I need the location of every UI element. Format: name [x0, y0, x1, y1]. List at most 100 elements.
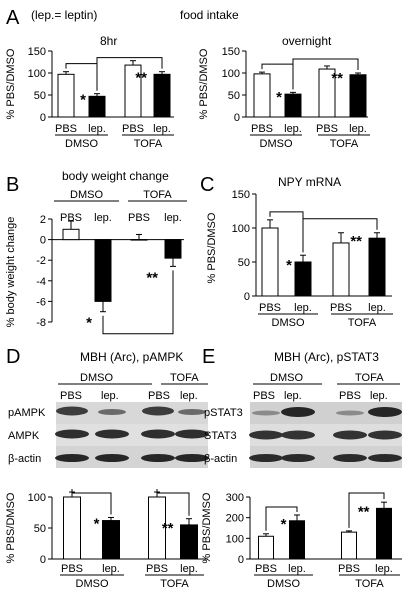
blot-d-strip-ampk	[56, 424, 208, 446]
chart-e-comparison-bracket	[265, 506, 298, 531]
chart-e-group-label: DMSO	[267, 578, 300, 590]
blot-band	[175, 429, 209, 439]
blot-band	[333, 454, 367, 462]
leptin-note: (lep.= leptin)	[31, 8, 97, 22]
blot-e-row-label-actin: β-actin	[204, 453, 237, 465]
chart-b-category-label: PBS	[128, 212, 150, 224]
chart-a2-category-label: lep.	[284, 123, 302, 135]
chart-d-bar	[180, 524, 198, 560]
chart-a2-group-label: DMSO	[260, 138, 293, 150]
blot-d-group-dmso: DMSO	[80, 372, 113, 384]
blot-e: DMSO TOFA PBS lep. PBS lep. pSTAT3 STAT3…	[204, 372, 402, 468]
chart-c-significance-star: **	[350, 233, 362, 250]
chart-b-category-label: lep.	[164, 212, 182, 224]
blot-d-lane-4: lep.	[180, 390, 198, 402]
chart-a2-tick-label: 100	[222, 68, 240, 80]
chart-a2-category-label: lep.	[349, 123, 367, 135]
chart-e-tick-label: 200	[226, 513, 244, 525]
blot-d-group-tofa: TOFA	[170, 372, 199, 384]
chart-c-tick-label: 150	[232, 189, 250, 201]
chart-b-tick-label: 0	[40, 235, 46, 247]
chart-c-tick-label: 100	[232, 223, 250, 235]
chart-e-y-label: % PBS/DMSO	[201, 492, 213, 563]
panel-letter-e: E	[202, 346, 215, 368]
chart-a1-y-label: % PBS/DMSO	[5, 48, 17, 119]
chart-a2-y-label: % PBS/DMSO	[198, 48, 210, 119]
chart-c-category-label: lep.	[294, 302, 312, 314]
blot-band	[95, 454, 129, 462]
chart-e-category-label: lep.	[375, 563, 393, 575]
chart-e-bar	[376, 507, 392, 560]
chart-a2-bar	[253, 73, 271, 118]
chart-e-bar	[289, 520, 305, 560]
chart-b-tick-label: -2	[36, 255, 46, 267]
chart-a1-comparison-bracket	[96, 57, 163, 91]
chart-d-category-label: lep.	[180, 563, 198, 575]
blot-e-group-tofa: TOFA	[355, 372, 384, 384]
chart-c-group-label: DMSO	[272, 317, 305, 329]
chart-a1-category-label: lep.	[153, 123, 171, 135]
chart-a1-bar	[88, 95, 106, 118]
chart-a1-bar	[57, 73, 75, 118]
chart-e-group-label: TOFA	[355, 578, 384, 590]
chart-e-category-label: PBS	[255, 563, 277, 575]
panel-a-title: food intake	[180, 8, 239, 22]
chart-b-group-label: DMSO	[70, 189, 103, 201]
blot-d-strip-actin	[56, 446, 208, 468]
chart-e-tick-label: 0	[238, 554, 244, 566]
chart-a2-tick-label: 150	[222, 46, 240, 58]
chart-d-bar	[63, 496, 81, 560]
blot-band	[333, 430, 367, 440]
blot-d: DMSO TOFA PBS lep. PBS lep. pAMPK AMPK β…	[8, 372, 209, 468]
chart-e-significance-star: *	[281, 516, 287, 533]
blot-d-lane-2: lep.	[101, 390, 119, 402]
blot-d-lane-1: PBS	[60, 390, 82, 402]
chart-b-bar	[130, 239, 148, 241]
chart-c-bar	[368, 237, 386, 297]
chart-d-tick-label: 100	[28, 492, 46, 504]
chart-a2-bar	[284, 93, 302, 118]
chart-a1-category-label: lep.	[88, 123, 106, 135]
blot-band	[55, 454, 89, 462]
chart-e-bar	[341, 531, 357, 560]
blot-band	[141, 429, 175, 439]
blot-e-lane-4: lep.	[370, 390, 388, 402]
chart-a1-title: 8hr	[100, 34, 117, 48]
chart-a1-significance-star: **	[135, 69, 147, 86]
blot-e-group-dmso: DMSO	[270, 372, 303, 384]
chart-e-category-label: PBS	[338, 563, 360, 575]
chart-a1-tick-label: 50	[34, 90, 46, 102]
chart-e-title: MBH (Arc), pSTAT3	[274, 350, 379, 364]
chart-c-category-label: PBS	[259, 302, 281, 314]
chart-a2-tick-label: 50	[228, 90, 240, 102]
blot-band	[368, 430, 402, 440]
chart-d-title: MBH (Arc), pAMPK	[80, 350, 183, 364]
chart-a2-comparison-bracket	[292, 58, 359, 90]
blot-band	[252, 410, 280, 416]
chart-a1-category-label: PBS	[55, 123, 77, 135]
chart-e-significance-star: **	[358, 503, 370, 520]
blot-d-row-label-actin: β-actin	[8, 453, 41, 465]
chart-c-bar	[261, 227, 279, 297]
blot-e-lane-2: lep.	[284, 390, 302, 402]
chart-a1-group-label: TOFA	[134, 138, 163, 150]
chart-a2-category-label: PBS	[316, 123, 338, 135]
chart-a2-category-label: PBS	[251, 123, 273, 135]
panel-letter-b: B	[6, 174, 19, 196]
blot-band	[55, 429, 89, 439]
blot-e-row-label-stat3: STAT3	[204, 430, 237, 442]
chart-a1-bar	[153, 73, 171, 118]
blot-e-strip-pstat3	[250, 402, 402, 424]
blot-e-lane-3: PBS	[339, 390, 361, 402]
blot-band	[56, 406, 88, 416]
chart-c-tick-label: 0	[244, 291, 250, 303]
chart-d-comparison-bracket	[156, 489, 190, 516]
chart-b-category-label: PBS	[60, 212, 82, 224]
blot-d-strip-pampk	[56, 402, 208, 424]
chart-e-tick-label: 100	[226, 533, 244, 545]
chart-d-tick-label: 0	[40, 554, 46, 566]
chart-e-tick-label: 300	[226, 492, 244, 504]
blot-e-strip-actin	[250, 446, 402, 468]
chart-b-tick-label: -8	[36, 317, 46, 329]
blot-band	[178, 409, 206, 415]
